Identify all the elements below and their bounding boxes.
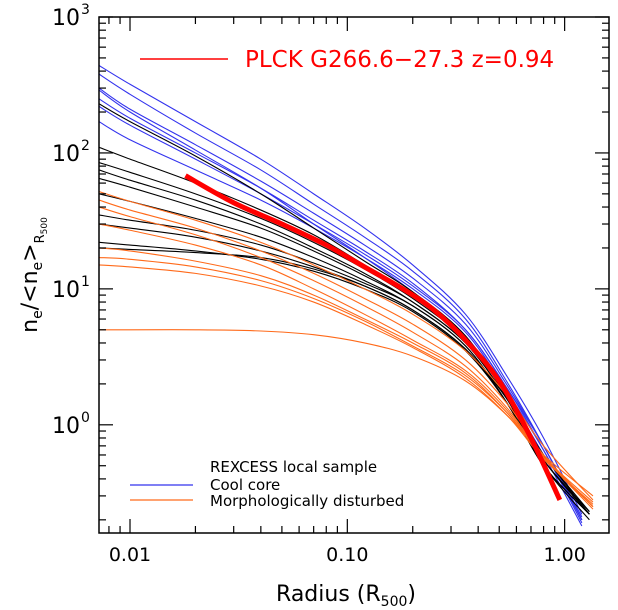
x-tick-labels: 0.01 0.10 1.00 — [109, 544, 586, 566]
legend-disturbed-label: Morphologically disturbed — [210, 492, 404, 510]
highlight-profile-line — [184, 173, 563, 502]
x-tick-label: 0.10 — [326, 544, 368, 566]
y-tick-exponent: 1 — [81, 274, 90, 290]
y-tick-exponent: 3 — [81, 2, 90, 18]
disturbed-profile-line — [99, 264, 594, 505]
y-tick-label: 10 — [52, 6, 80, 31]
disturbed-profile-line — [99, 223, 594, 508]
disturbed-profile-line — [99, 206, 594, 510]
legend-sample-title: REXCESS local sample — [210, 458, 377, 476]
cool-core-profile-line — [99, 105, 583, 521]
legend-highlight: PLCK G266.6−27.3 z=0.94 — [140, 47, 554, 73]
cool-core-profile-line — [99, 64, 583, 515]
x-tick-label: 1.00 — [543, 544, 585, 566]
legend-highlight-label: PLCK G266.6−27.3 z=0.94 — [245, 47, 554, 73]
legend-sample: REXCESS local sample Cool core Morpholog… — [130, 458, 404, 510]
plot-frame — [98, 16, 610, 534]
y-tick-label: 10 — [52, 278, 80, 303]
y-axis-label: ne/<ne>R500 — [18, 217, 50, 333]
y-tick-label: 10 — [52, 142, 80, 167]
y-tick-exponent: 0 — [81, 410, 90, 426]
y-tick-label: 10 — [52, 414, 80, 439]
disturbed-profile-line — [99, 329, 594, 497]
x-tick-label: 0.01 — [109, 544, 151, 566]
legend-cool-core-label: Cool core — [210, 476, 280, 494]
cool-core-profile-line — [99, 73, 583, 521]
cool-core-profile-line — [99, 87, 583, 518]
y-tick-exponent: 2 — [81, 138, 90, 154]
cool-core-profile-line — [99, 98, 583, 524]
disturbed-profile-line — [99, 191, 594, 501]
x-axis-label: Radius (R500) — [276, 582, 416, 610]
other-profile-line — [99, 103, 590, 521]
disturbed-profile-line — [99, 257, 594, 503]
axis-ticks — [99, 16, 609, 533]
profile-curves — [99, 64, 594, 527]
